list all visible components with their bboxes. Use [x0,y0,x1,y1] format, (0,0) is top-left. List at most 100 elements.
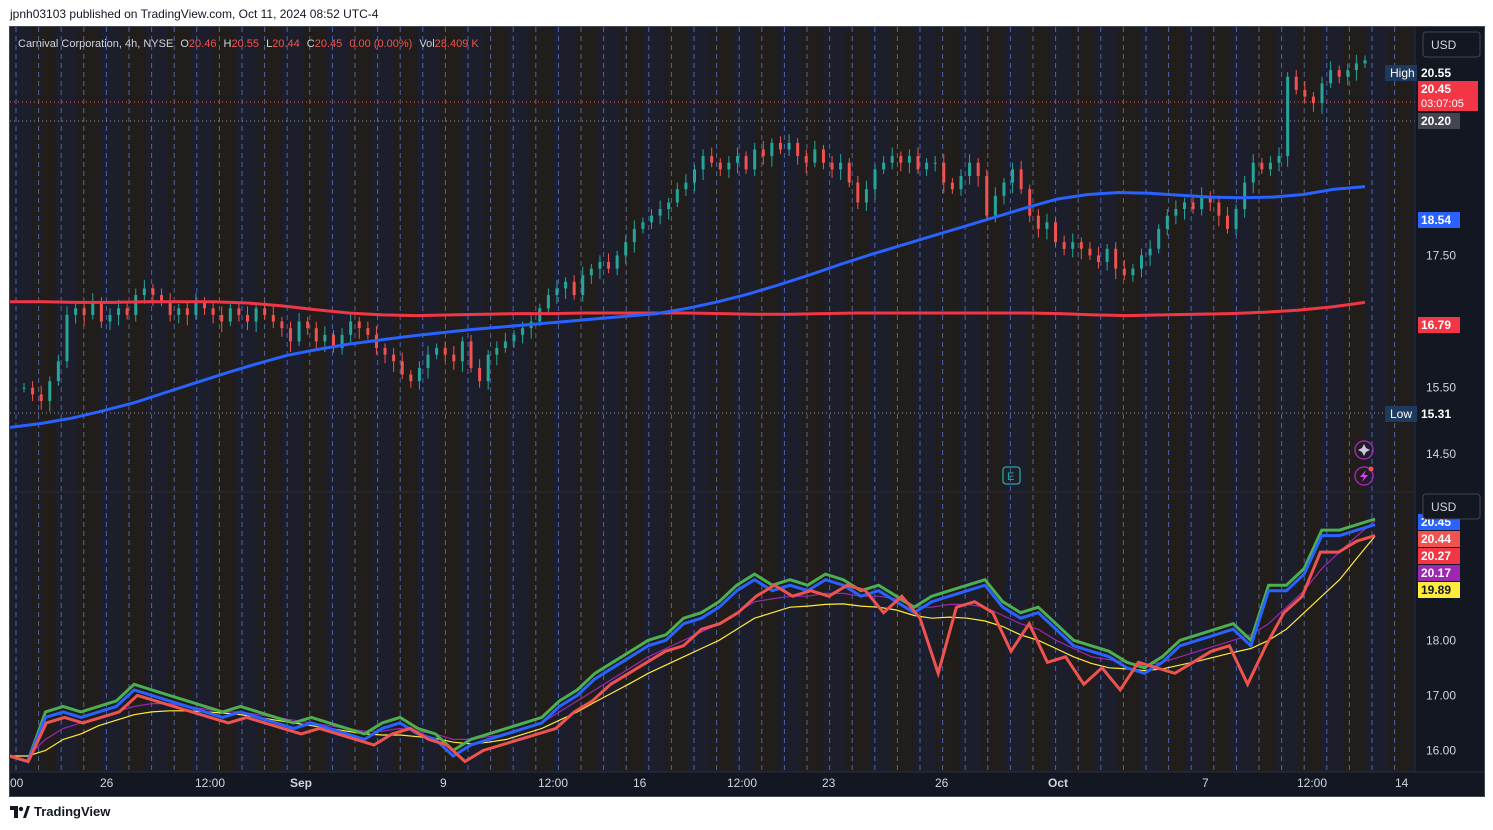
candle [693,164,696,192]
svg-text:20.55: 20.55 [1421,66,1451,80]
session-band [349,27,372,772]
usd-button-bottom[interactable]: USD [1422,493,1481,520]
candle [1054,217,1058,247]
candle [1268,156,1272,176]
candle [280,316,284,337]
candle [598,255,602,280]
session-band [801,27,824,772]
usd-button-top[interactable]: USD [1422,31,1481,58]
candle [486,350,490,390]
footer-brand-label: TradingView [34,804,111,819]
candle [950,177,954,194]
candle [392,348,396,372]
earnings-icon[interactable]: E [1002,466,1021,485]
time-tick: 26 [100,776,114,790]
candle [710,147,714,168]
candle [254,303,258,333]
session-band [755,27,779,772]
indicator-tick: 18.00 [1426,633,1456,647]
svg-text:19.89: 19.89 [1421,583,1451,597]
session-band [688,27,711,772]
session-band [1343,27,1366,772]
candle [1174,200,1178,225]
candle [1320,76,1324,114]
time-axis-ticks: 00 26 12:00 Sep 9 12:00 16 12:00 23 26 Oct 7 12:00 14 [10,776,1409,790]
session-band [77,27,101,772]
session-band [507,27,530,772]
chart-canvas[interactable]: 19.5017.5016.5015.5014.5018.0017.0016.00… [10,27,1484,796]
price-axis[interactable] [1415,27,1484,772]
candle [1157,224,1161,254]
publish-info: jpnh03103 published on TradingView.com, … [10,7,379,21]
session-band [326,27,349,772]
candle [1337,65,1341,84]
candle [916,147,920,174]
candle [1286,72,1290,167]
indicator-lines [10,517,1376,764]
candle [701,149,705,180]
candle [288,321,292,352]
sparkle-icon[interactable] [1354,440,1374,460]
candle [125,303,129,320]
candle [306,316,310,335]
candle [1363,55,1367,69]
candle [650,209,654,229]
candle [460,336,464,372]
session-dividers [15,27,1418,772]
svg-text:03:07:05: 03:07:05 [1421,98,1464,110]
candle [117,299,121,326]
session-band [1366,27,1389,772]
session-band [1253,27,1276,772]
candle [1234,204,1238,236]
session-band [981,27,1005,772]
lightning-icon[interactable] [1354,466,1374,486]
candle [1354,54,1358,81]
session-band [236,27,259,772]
candle [581,266,585,302]
candle [82,301,86,326]
time-tick: 12:00 [195,776,225,790]
svg-text:USD: USD [1431,500,1457,514]
candle [1208,191,1212,212]
candle [744,151,748,174]
candle [452,346,456,370]
candle [615,250,619,276]
candle [658,200,662,225]
candle [847,158,851,188]
time-tick: 12:00 [538,776,568,790]
candle [804,149,808,174]
candle [435,343,439,360]
candle [1225,207,1229,234]
candle [572,275,576,300]
footer-brand[interactable]: TradingView [10,804,110,819]
candle [469,334,473,373]
candle [899,151,903,172]
session-band [1207,27,1231,772]
candle [778,136,782,155]
session-band [416,27,440,772]
candle [1311,91,1315,112]
candle [297,312,301,347]
chart-frame[interactable]: 19.5017.5016.5015.5014.5018.0017.0016.00… [9,26,1485,797]
session-band [258,27,282,772]
svg-text:Carnival Corporation, 4h, NYSE: Carnival Corporation, 4h, NYSE O20.46 H2… [18,38,479,50]
candle [1346,63,1350,86]
svg-text:16.79: 16.79 [1421,318,1451,332]
candle [968,154,972,185]
session-band [642,27,666,772]
session-band [710,27,734,772]
candle [1140,248,1143,278]
session-band [891,27,914,772]
candle [495,341,499,366]
session-band [484,27,508,772]
candle [1182,197,1186,220]
candle [177,303,181,324]
candle [589,263,593,284]
price-tag: 20.20 [1418,113,1460,129]
candle [796,138,800,165]
candle [882,156,886,174]
candle [607,253,611,274]
candle [787,134,791,157]
svg-text:Low: Low [1390,407,1412,421]
candle [856,175,860,210]
